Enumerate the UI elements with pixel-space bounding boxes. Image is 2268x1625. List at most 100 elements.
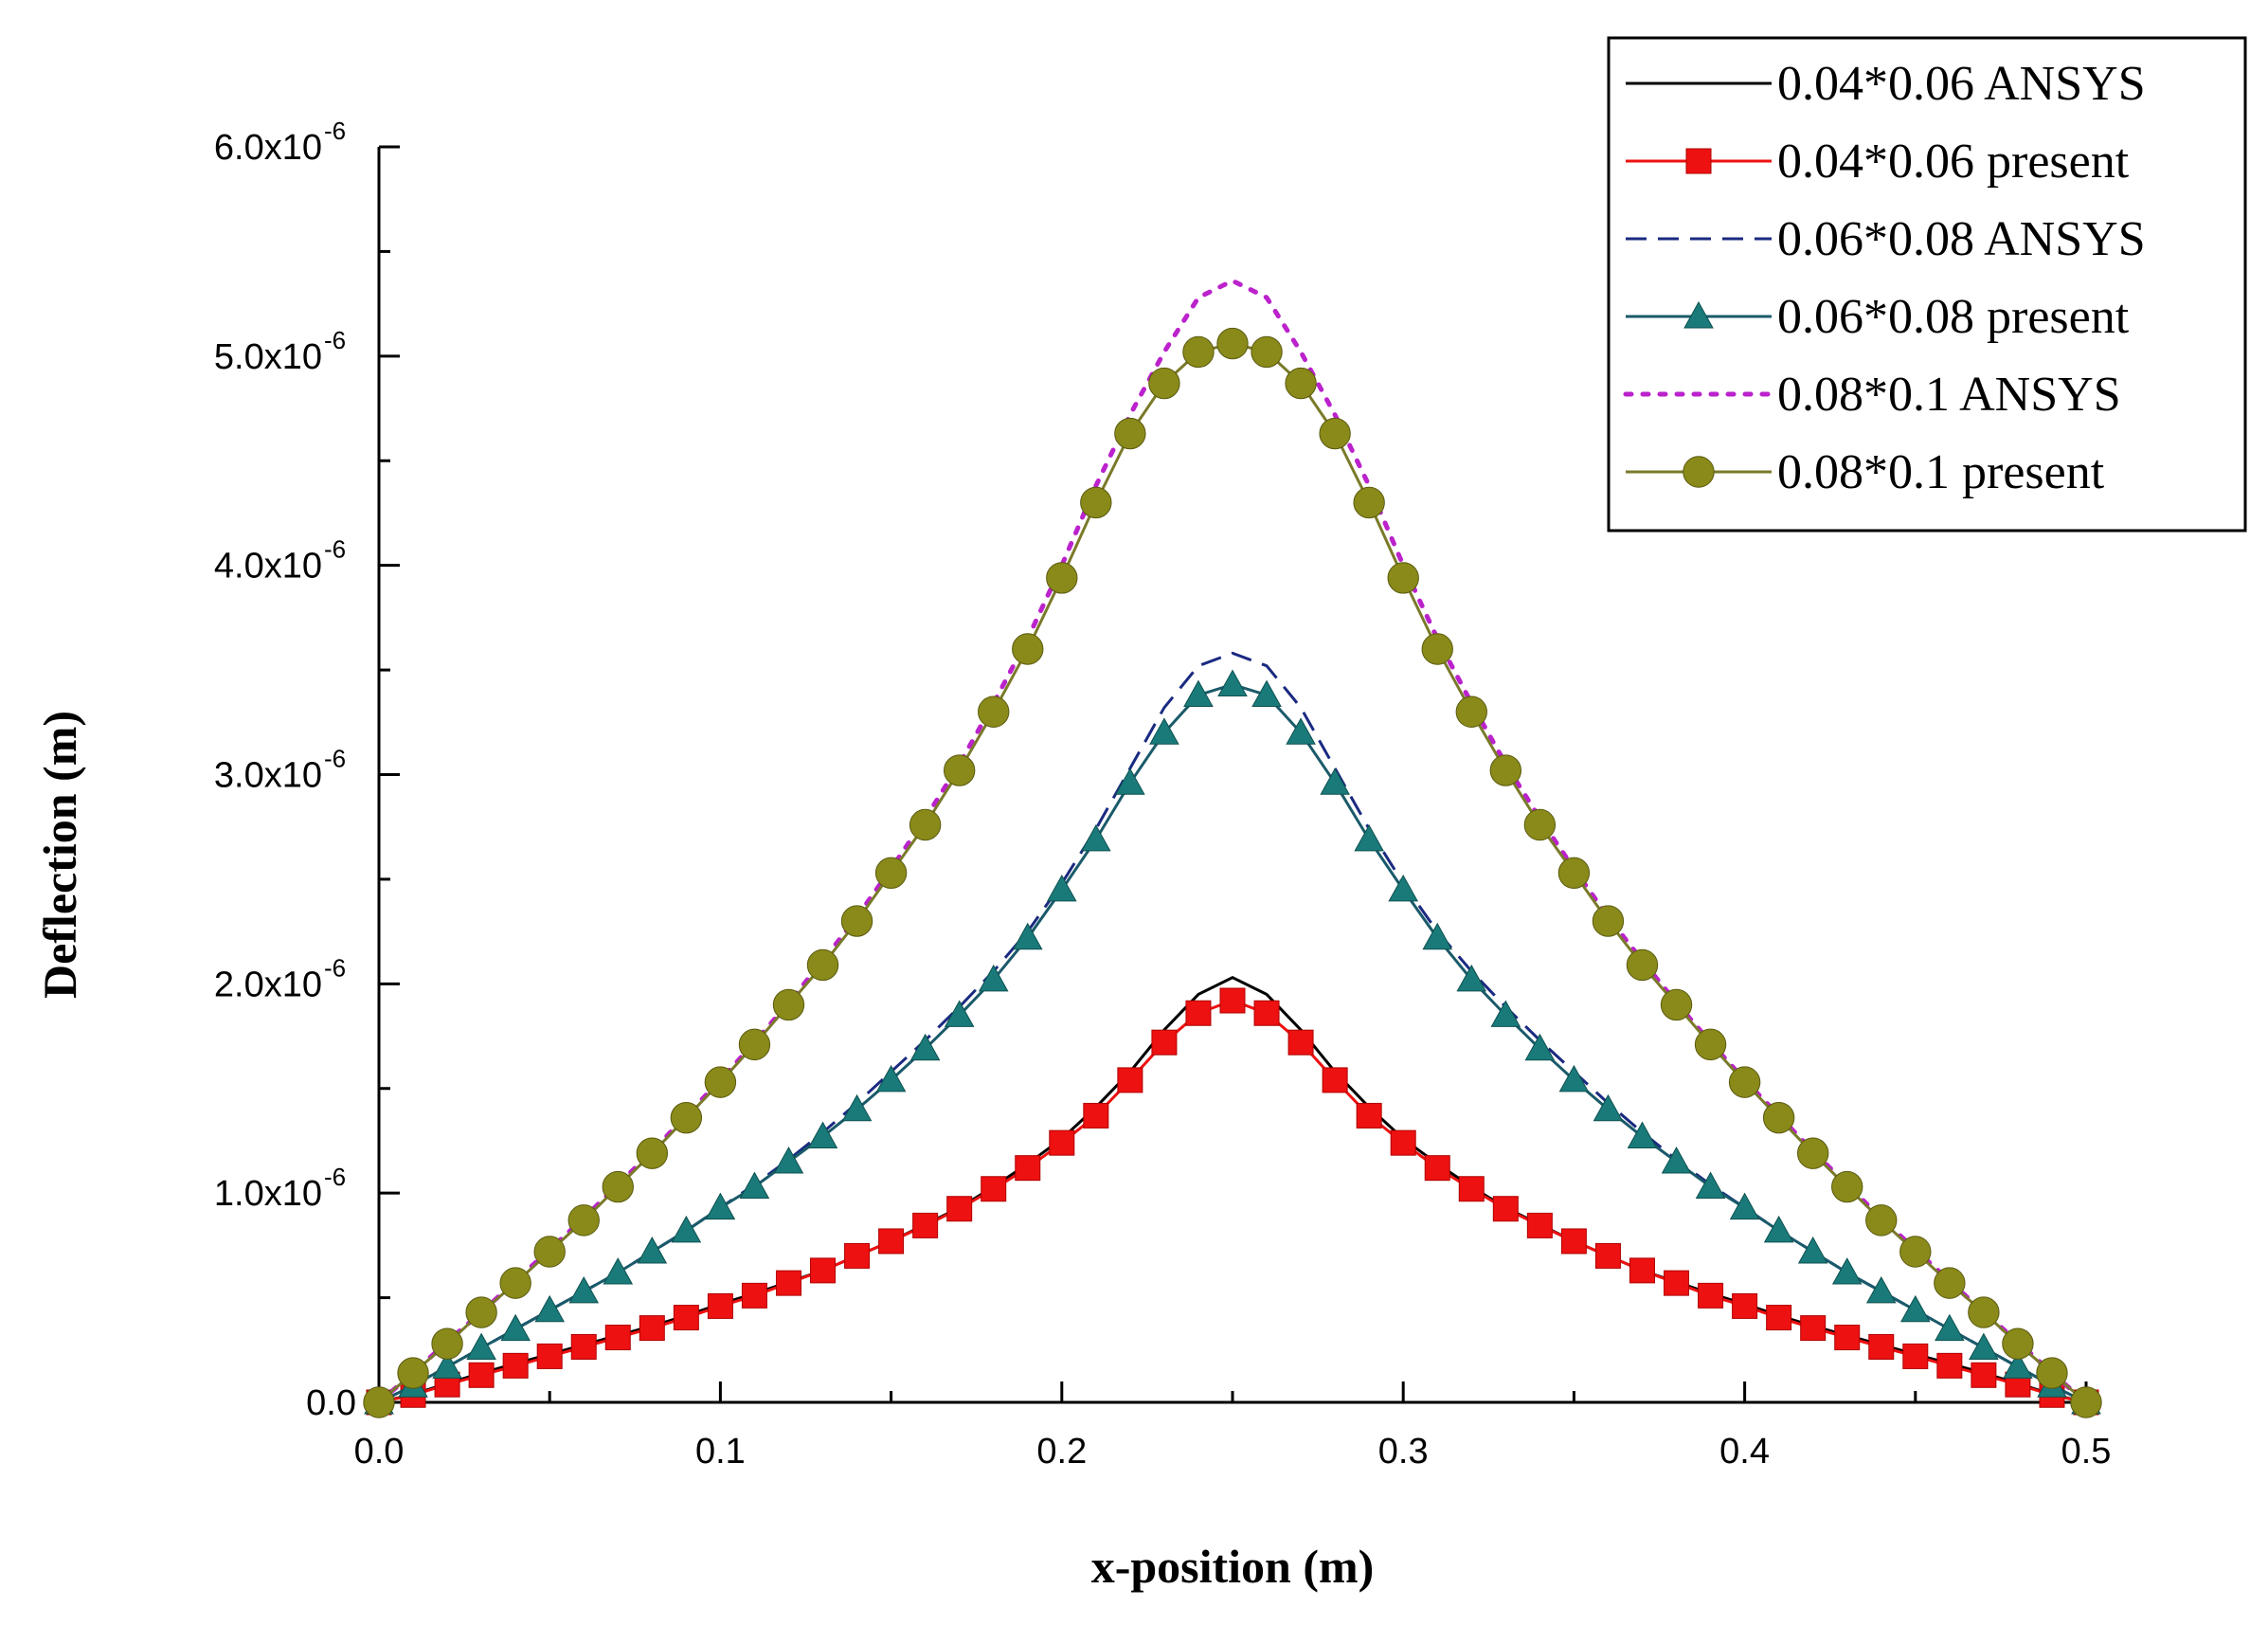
data-point (465, 1296, 497, 1328)
legend-entry: 0.08*0.1 present (1626, 445, 2105, 499)
data-point (775, 1270, 801, 1296)
data-point (1319, 417, 1351, 450)
data-point (1387, 562, 1419, 594)
data-point (500, 1313, 531, 1342)
x-tick-label: 0.4 (1719, 1432, 1770, 1472)
data-point (1728, 1066, 1761, 1098)
y-tick-mantissa: 2.0x10 (214, 965, 322, 1004)
data-point (1592, 905, 1625, 937)
data-point (1185, 1000, 1212, 1026)
data-point (673, 1305, 699, 1331)
y-tick-mantissa: 3.0x10 (214, 756, 322, 796)
data-point (1694, 1028, 1727, 1061)
legend: 0.04*0.06 ANSYS 0.04*0.06 present 0.06*0.0… (1607, 36, 2247, 533)
data-point (1865, 1204, 1898, 1237)
data-point (1115, 767, 1145, 795)
data-point (1900, 1294, 1931, 1323)
data-point (1664, 1270, 1690, 1296)
data-point (981, 1176, 1007, 1202)
data-point (1081, 823, 1111, 852)
data-point (1182, 335, 1215, 369)
data-point (1594, 1242, 1621, 1269)
data-point (909, 808, 942, 841)
y-tick-label: 4.0x10 -6 (214, 535, 346, 587)
data-point (1114, 417, 1146, 450)
y-tick-exponent: -6 (324, 326, 346, 354)
data-point (2070, 1386, 2102, 1418)
y-tick-mantissa: 4.0x10 (214, 547, 322, 587)
data-point (1524, 1033, 1556, 1061)
data-point (2002, 1327, 2034, 1360)
series-5 (376, 278, 2089, 1405)
data-point (1322, 1067, 1348, 1093)
data-point (1629, 1257, 1655, 1284)
data-point (1047, 874, 1077, 902)
data-point (1732, 1292, 1758, 1319)
data-point (1080, 486, 1112, 519)
data-point (1012, 633, 1044, 665)
data-point (1251, 335, 1283, 369)
data-point (468, 1362, 495, 1388)
x-tick-label: 0.0 (354, 1432, 405, 1472)
data-point (1083, 1102, 1109, 1128)
data-point (1353, 486, 1385, 519)
data-point (432, 1351, 462, 1379)
y-axis-title: Deflection (m) (33, 711, 86, 999)
legend-label: 0.08*0.1 ANSYS (1777, 368, 2121, 422)
data-point (1831, 1257, 1863, 1285)
data-point (1015, 1155, 1041, 1182)
data-point (363, 1386, 395, 1418)
data-point (1455, 695, 1487, 728)
data-point (1046, 562, 1078, 594)
data-point (1695, 1171, 1726, 1200)
data-point (1797, 1237, 1828, 1264)
data-point (1216, 327, 1249, 360)
legend-box (1607, 36, 2247, 533)
y-tick-mantissa: 0.0 (306, 1383, 356, 1423)
data-point (1424, 1155, 1450, 1182)
x-tick-label: 0.1 (695, 1432, 746, 1472)
legend-entry: 0.06*0.08 ANSYS (1626, 212, 2146, 266)
data-point (707, 1292, 733, 1319)
data-point (670, 1101, 703, 1134)
data-point (639, 1315, 665, 1342)
data-point (806, 948, 839, 982)
y-tick-exponent: -6 (324, 953, 346, 982)
data-point (874, 857, 908, 889)
series-4 (364, 669, 2101, 1415)
data-point (1012, 922, 1043, 950)
x-tick-label: 0.3 (1378, 1432, 1429, 1472)
data-point (875, 1064, 907, 1092)
legend-entry: 0.06*0.08 present (1626, 290, 2130, 344)
legend-label: 0.06*0.08 present (1777, 290, 2130, 344)
data-point (1763, 1215, 1794, 1243)
x-tick-label: 0.2 (1036, 1432, 1087, 1472)
data-point (567, 1204, 600, 1237)
y-tick-label: 1.0x10 -6 (214, 1163, 346, 1214)
data-point (772, 988, 805, 1021)
data-point (1117, 1067, 1143, 1093)
data-point (1388, 874, 1418, 902)
data-point (1526, 1212, 1553, 1238)
data-point (570, 1333, 597, 1360)
y-tick-label: 3.0x10 -6 (214, 745, 346, 796)
data-point (1626, 948, 1659, 982)
legend-marker (1685, 148, 1712, 174)
data-point (1971, 1362, 1997, 1388)
series-6 (363, 327, 2102, 1418)
data-point (1492, 1196, 1519, 1222)
data-point (1868, 1333, 1895, 1360)
data-point (741, 1282, 767, 1309)
data-point (1356, 1102, 1382, 1128)
data-point (943, 754, 976, 786)
y-tick-label: 5.0x10 -6 (214, 326, 346, 377)
data-point (807, 1121, 838, 1149)
data-point (912, 1212, 939, 1238)
data-point (1151, 1029, 1178, 1056)
x-axis-title: x-position (m) (1091, 1540, 1375, 1593)
data-point (1831, 1170, 1863, 1203)
data-point (1936, 1352, 1963, 1379)
data-point (1593, 1093, 1624, 1122)
data-point (1390, 1129, 1416, 1156)
data-point (1490, 1000, 1521, 1027)
